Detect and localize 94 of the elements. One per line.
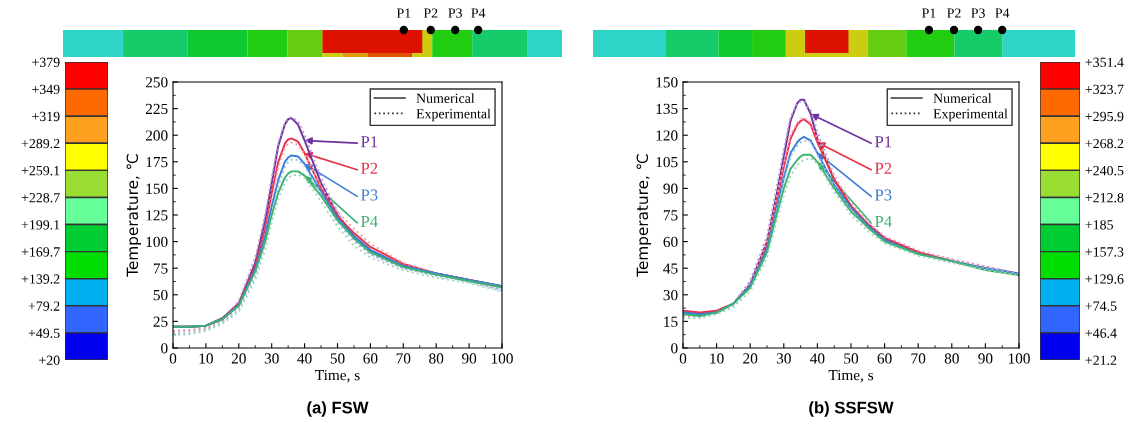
legend-label: P2	[361, 162, 378, 174]
y-axis-title: Temperature, ℃	[636, 154, 652, 277]
category-label: +49.5	[28, 328, 60, 338]
x-tick-label: 0	[679, 353, 687, 364]
category-label: +169.7	[21, 247, 60, 257]
y-tick-label: 15	[664, 316, 678, 327]
y-tick-label: 125	[146, 210, 168, 221]
text: P4	[471, 8, 486, 18]
category-label: +21.2	[1085, 355, 1117, 366]
x-tick-label: 30	[264, 353, 279, 364]
x-tick-label: 10	[710, 353, 724, 364]
category-label: +79.2	[28, 301, 60, 311]
category-label: +349	[32, 84, 60, 95]
annotation: Experimental	[933, 108, 1008, 122]
x-tick-label: 70	[396, 353, 411, 364]
category-label: +129.6	[1085, 274, 1124, 284]
x-tick-label: 80	[429, 353, 444, 364]
category-label: +319	[32, 111, 60, 122]
category-label: +139.2	[21, 274, 60, 284]
x-tick-label: 30	[776, 353, 791, 364]
annotation: Numerical	[933, 93, 992, 103]
x-tick-label: 100	[1008, 353, 1030, 364]
text: P2	[423, 8, 438, 18]
category-label: +20	[39, 355, 60, 365]
text: P2	[875, 162, 892, 174]
text: P1	[875, 136, 892, 148]
category-label: +351.4	[1085, 57, 1124, 68]
y-tick-label: 75	[663, 210, 678, 221]
series-label: P4	[361, 216, 378, 227]
text: (b) SSFSW	[809, 401, 894, 417]
x-tick-label: 60	[877, 353, 892, 364]
y-tick-label: 50	[153, 289, 168, 301]
y-tick-label: 105	[656, 156, 678, 168]
category-label: +185	[1085, 220, 1113, 230]
y-tick-label: 0	[671, 343, 678, 354]
x-tick-label: 90	[978, 353, 993, 364]
y-tick-label: 150	[146, 183, 168, 194]
y-tick-label: 25	[153, 316, 168, 327]
category-label: +259.1	[21, 165, 60, 176]
y-tick-label: 150	[656, 77, 678, 88]
text: P1	[396, 8, 411, 18]
category-label: +157.3	[1085, 247, 1124, 257]
x-tick-label: 50	[844, 353, 859, 364]
y-tick-label: 120	[656, 130, 678, 141]
series-label: P4	[875, 216, 892, 227]
category-label: +268.2	[1085, 138, 1124, 149]
category-label: +240.5	[1085, 165, 1124, 176]
text: P1	[922, 8, 936, 18]
series-label: P3	[361, 189, 378, 201]
series-label: P3	[875, 189, 892, 201]
text: P3	[448, 8, 463, 18]
x-tick-label: 100	[491, 353, 513, 364]
x-tick-label: 50	[330, 353, 345, 364]
y-tick-label: 30	[663, 289, 678, 301]
category-label: +228.7	[21, 193, 60, 203]
y-tick-label: 90	[663, 183, 678, 194]
y-tick-label: 225	[145, 103, 168, 115]
category-label: +289.2	[21, 138, 60, 149]
x-tick-label: 70	[911, 353, 926, 364]
category-label: +74.5	[1085, 301, 1117, 311]
x-tick-label: 90	[461, 353, 477, 364]
x-tick-label: 20	[743, 353, 758, 364]
x-tick-label: 80	[944, 353, 959, 364]
y-tick-label: 75	[153, 263, 168, 274]
category-label: +199.1	[21, 220, 60, 230]
legend-label: P1	[361, 136, 378, 148]
x-axis-title: Time, s	[828, 369, 874, 383]
annotation: Numerical	[416, 93, 475, 103]
annotation: Experimental	[416, 108, 491, 122]
y-tick-label: 45	[663, 263, 678, 274]
y-tick-label: 135	[656, 103, 678, 115]
x-axis-title: Time, s	[315, 369, 360, 383]
category-label: +295.9	[1085, 111, 1124, 122]
y-tick-label: 200	[145, 130, 168, 141]
x-tick-label: 60	[363, 353, 378, 364]
text: P4	[995, 8, 1010, 18]
category-label: +379	[32, 57, 60, 67]
x-tick-label: 40	[297, 353, 312, 364]
x-tick-label: 0	[169, 353, 177, 364]
category-label: +212.8	[1085, 193, 1124, 203]
y-axis-title: Temperature, ℃	[126, 154, 142, 277]
x-tick-label: 10	[199, 353, 213, 364]
text: (a) FSW	[307, 401, 369, 417]
category-label: +323.7	[1085, 84, 1124, 95]
text: P2	[947, 8, 961, 18]
y-tick-label: 175	[146, 157, 168, 168]
y-tick-label: 0	[161, 343, 168, 354]
category-label: +46.4	[1085, 328, 1117, 338]
y-tick-label: 250	[145, 77, 168, 88]
y-tick-label: 100	[146, 236, 168, 248]
y-tick-label: 60	[663, 236, 678, 248]
text: P3	[971, 8, 985, 18]
x-tick-label: 20	[231, 353, 246, 364]
x-tick-label: 40	[810, 353, 825, 364]
